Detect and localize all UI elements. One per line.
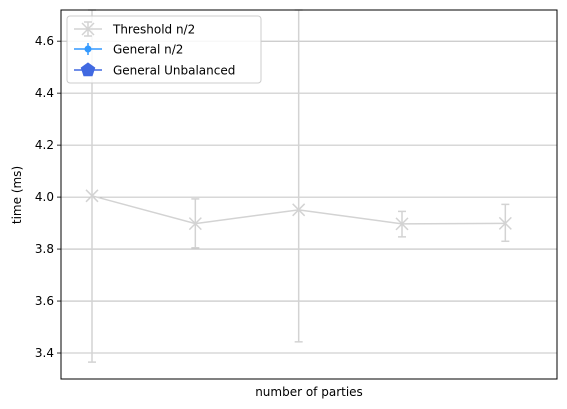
y-tick-label: 4.2 — [35, 138, 54, 152]
legend-label: Threshold n/2 — [112, 23, 195, 37]
x-marker-stroke — [188, 217, 202, 231]
series-layer — [85, 9, 512, 363]
x-marker-stroke — [498, 216, 512, 230]
legend-marker — [84, 45, 92, 53]
y-tick-label: 3.6 — [35, 294, 54, 308]
legend-marker — [81, 22, 95, 36]
data-point — [292, 203, 306, 217]
data-point — [188, 217, 202, 231]
y-axis-label: time (ms) — [10, 166, 24, 224]
x-marker-stroke — [292, 203, 306, 217]
y-tick-label: 3.4 — [35, 346, 54, 360]
legend-label: General Unbalanced — [113, 64, 235, 78]
data-point — [498, 216, 512, 230]
y-tick-label: 4.6 — [35, 34, 54, 48]
data-point — [395, 217, 409, 231]
plot-frame — [60, 9, 558, 380]
x-axis-label: number of parties — [255, 385, 363, 399]
y-tick-label: 3.8 — [35, 242, 54, 256]
y-axis-ticks: 3.4 3.6 3.8 4.0 4.2 4.4 4.6 — [35, 34, 61, 360]
grid-lines — [61, 40, 557, 354]
legend-box — [66, 15, 262, 84]
y-tick-label: 4.4 — [35, 86, 54, 100]
x-marker-stroke — [85, 189, 99, 203]
legend-marker — [80, 62, 96, 77]
legend: Threshold n/2 General n/2 General Unbalanc… — [66, 15, 262, 84]
legend-label: General n/2 — [113, 43, 183, 57]
y-tick-label: 4.0 — [35, 190, 54, 204]
data-point — [85, 189, 99, 203]
legend-item: Threshold n/2 — [74, 21, 195, 37]
series-0 — [85, 9, 512, 363]
legend-item: General Unbalanced — [74, 62, 235, 78]
x-marker-stroke — [395, 217, 409, 231]
legend-item: General n/2 — [74, 43, 183, 57]
